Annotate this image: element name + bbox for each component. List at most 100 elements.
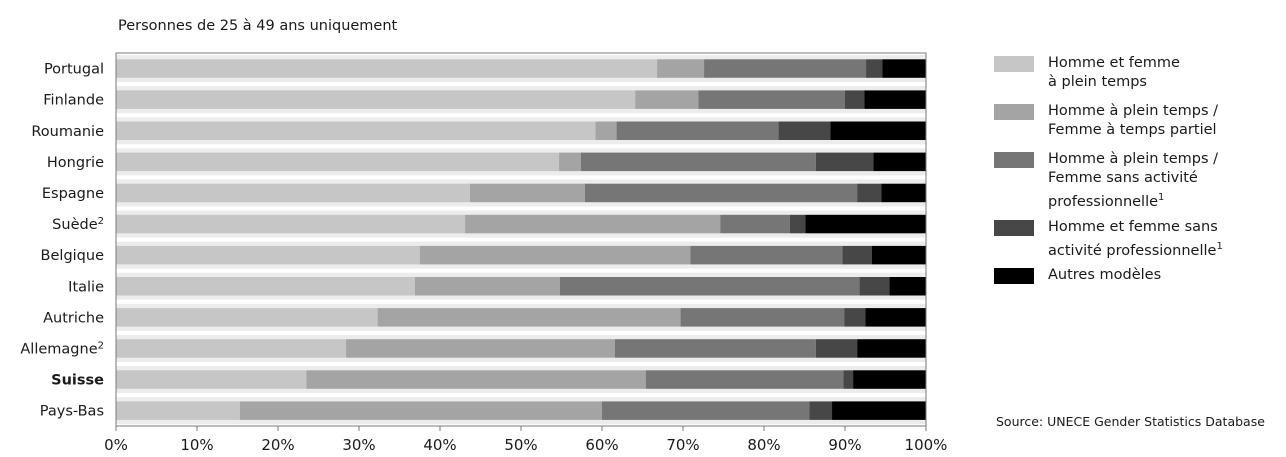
bar-segment	[595, 121, 617, 140]
legend-label: Autres modèles	[1048, 267, 1162, 283]
legend-label: Homme à plein temps / Femme à temps parti…	[1048, 103, 1219, 138]
bar-segment	[778, 121, 831, 140]
category-label: Pays-Bas	[40, 404, 104, 420]
legend-swatch	[994, 152, 1034, 168]
bar-segment	[645, 370, 844, 389]
bar-segment	[614, 339, 816, 358]
bar-segment	[842, 245, 872, 265]
category-label: Autriche	[43, 310, 104, 326]
legend-item: Homme et femme sans activité professionne…	[994, 218, 1274, 266]
bar-segment	[864, 90, 926, 109]
bar-segment	[419, 245, 691, 265]
bar-segment	[469, 183, 585, 203]
bar-segment	[465, 214, 721, 234]
bar-segment	[830, 121, 926, 140]
bar-segment	[859, 277, 890, 296]
bar-segment	[857, 339, 926, 358]
x-tick-label: 100%	[905, 436, 948, 454]
category-label: Belgique	[41, 248, 105, 264]
category-label: Roumanie	[31, 124, 104, 140]
bar-segment	[881, 183, 926, 203]
bar-segment	[116, 214, 466, 234]
bar-segment	[116, 90, 636, 109]
bar-segment	[873, 152, 926, 172]
legend-swatch	[994, 104, 1034, 120]
bar-segment	[853, 370, 926, 389]
bar-segment	[116, 401, 240, 420]
x-tick-label: 30%	[342, 436, 375, 454]
bar-segment	[584, 183, 858, 203]
bar-segment	[866, 59, 883, 78]
bar-segment	[239, 401, 602, 420]
bar-segment	[871, 245, 926, 265]
bar-segment	[116, 59, 658, 78]
bar-segment	[809, 401, 833, 420]
bar-segment	[690, 245, 843, 265]
legend-swatch	[994, 268, 1034, 284]
legend-label: Homme et femme à plein temps	[1048, 55, 1180, 90]
bar-segment	[832, 401, 926, 420]
bar-segment	[815, 152, 874, 172]
bar-segment	[580, 152, 816, 172]
category-label: Allemagne2	[20, 340, 104, 357]
bar-segment	[635, 90, 699, 109]
category-label: Hongrie	[47, 155, 104, 171]
bar-segment	[116, 245, 420, 265]
bar-segment	[845, 90, 865, 109]
bar-segment	[414, 277, 560, 296]
bar-segment	[116, 277, 415, 296]
bar-segment	[882, 59, 926, 78]
x-tick-label: 0%	[104, 436, 128, 454]
bar-segment	[616, 121, 779, 140]
bar-segment	[377, 308, 681, 327]
legend-item: Homme à plein temps / Femme sans activité…	[994, 150, 1274, 218]
bar-segment	[559, 152, 581, 172]
legend: Homme et femme à plein temps Homme à plein…	[994, 54, 1274, 296]
source-note: Source: UNECE Gender Statistics Database	[996, 414, 1265, 429]
bar-segment	[704, 59, 867, 78]
bar-segment	[865, 308, 926, 327]
bar-segment	[844, 308, 866, 327]
x-tick-label: 60%	[585, 436, 618, 454]
category-label: Finlande	[43, 93, 104, 109]
plot-frame	[115, 52, 927, 427]
bar-segment	[857, 183, 882, 203]
bar-segment	[116, 339, 347, 358]
bar-segment	[559, 277, 860, 296]
bar-segment	[116, 370, 307, 389]
bar-segment	[306, 370, 646, 389]
bar-segment	[116, 152, 560, 172]
x-tick-label: 90%	[828, 436, 861, 454]
bar-segment	[116, 121, 596, 140]
category-label: Italie	[68, 279, 104, 295]
bar-segment	[602, 401, 810, 420]
x-tick-label: 40%	[423, 436, 456, 454]
chart-subtitle: Personnes de 25 à 49 ans uniquement	[118, 18, 398, 34]
x-tick-label: 70%	[666, 436, 699, 454]
bar-segment	[805, 214, 926, 234]
bar-segment	[116, 183, 470, 203]
bar-segment	[889, 277, 926, 296]
x-tick-label: 10%	[180, 436, 213, 454]
bar-segment	[843, 370, 854, 389]
bar-segment	[789, 214, 806, 234]
category-label: Portugal	[44, 62, 104, 78]
x-tick-label: 50%	[504, 436, 537, 454]
x-tick-label: 80%	[747, 436, 780, 454]
bar-segment	[680, 308, 845, 327]
category-label: Suisse	[51, 373, 104, 389]
bar-segment	[346, 339, 615, 358]
legend-item: Homme et femme à plein temps	[994, 54, 1274, 102]
bar-segment	[657, 59, 705, 78]
stacked-bar-chart: Portugal Finlande Roumanie Hongrie Espagne Su…	[20, 52, 948, 454]
bar-segment	[698, 90, 845, 109]
legend-item: Homme à plein temps / Femme à temps parti…	[994, 102, 1274, 150]
bar-segment	[815, 339, 858, 358]
legend-swatch	[994, 220, 1034, 236]
legend-label: Homme et femme sans activité professionne…	[1048, 219, 1223, 259]
legend-item: Autres modèles	[994, 266, 1274, 296]
bar-segment	[720, 214, 790, 234]
bar-segment	[116, 308, 378, 327]
category-label: Espagne	[42, 186, 104, 202]
legend-swatch	[994, 56, 1034, 72]
